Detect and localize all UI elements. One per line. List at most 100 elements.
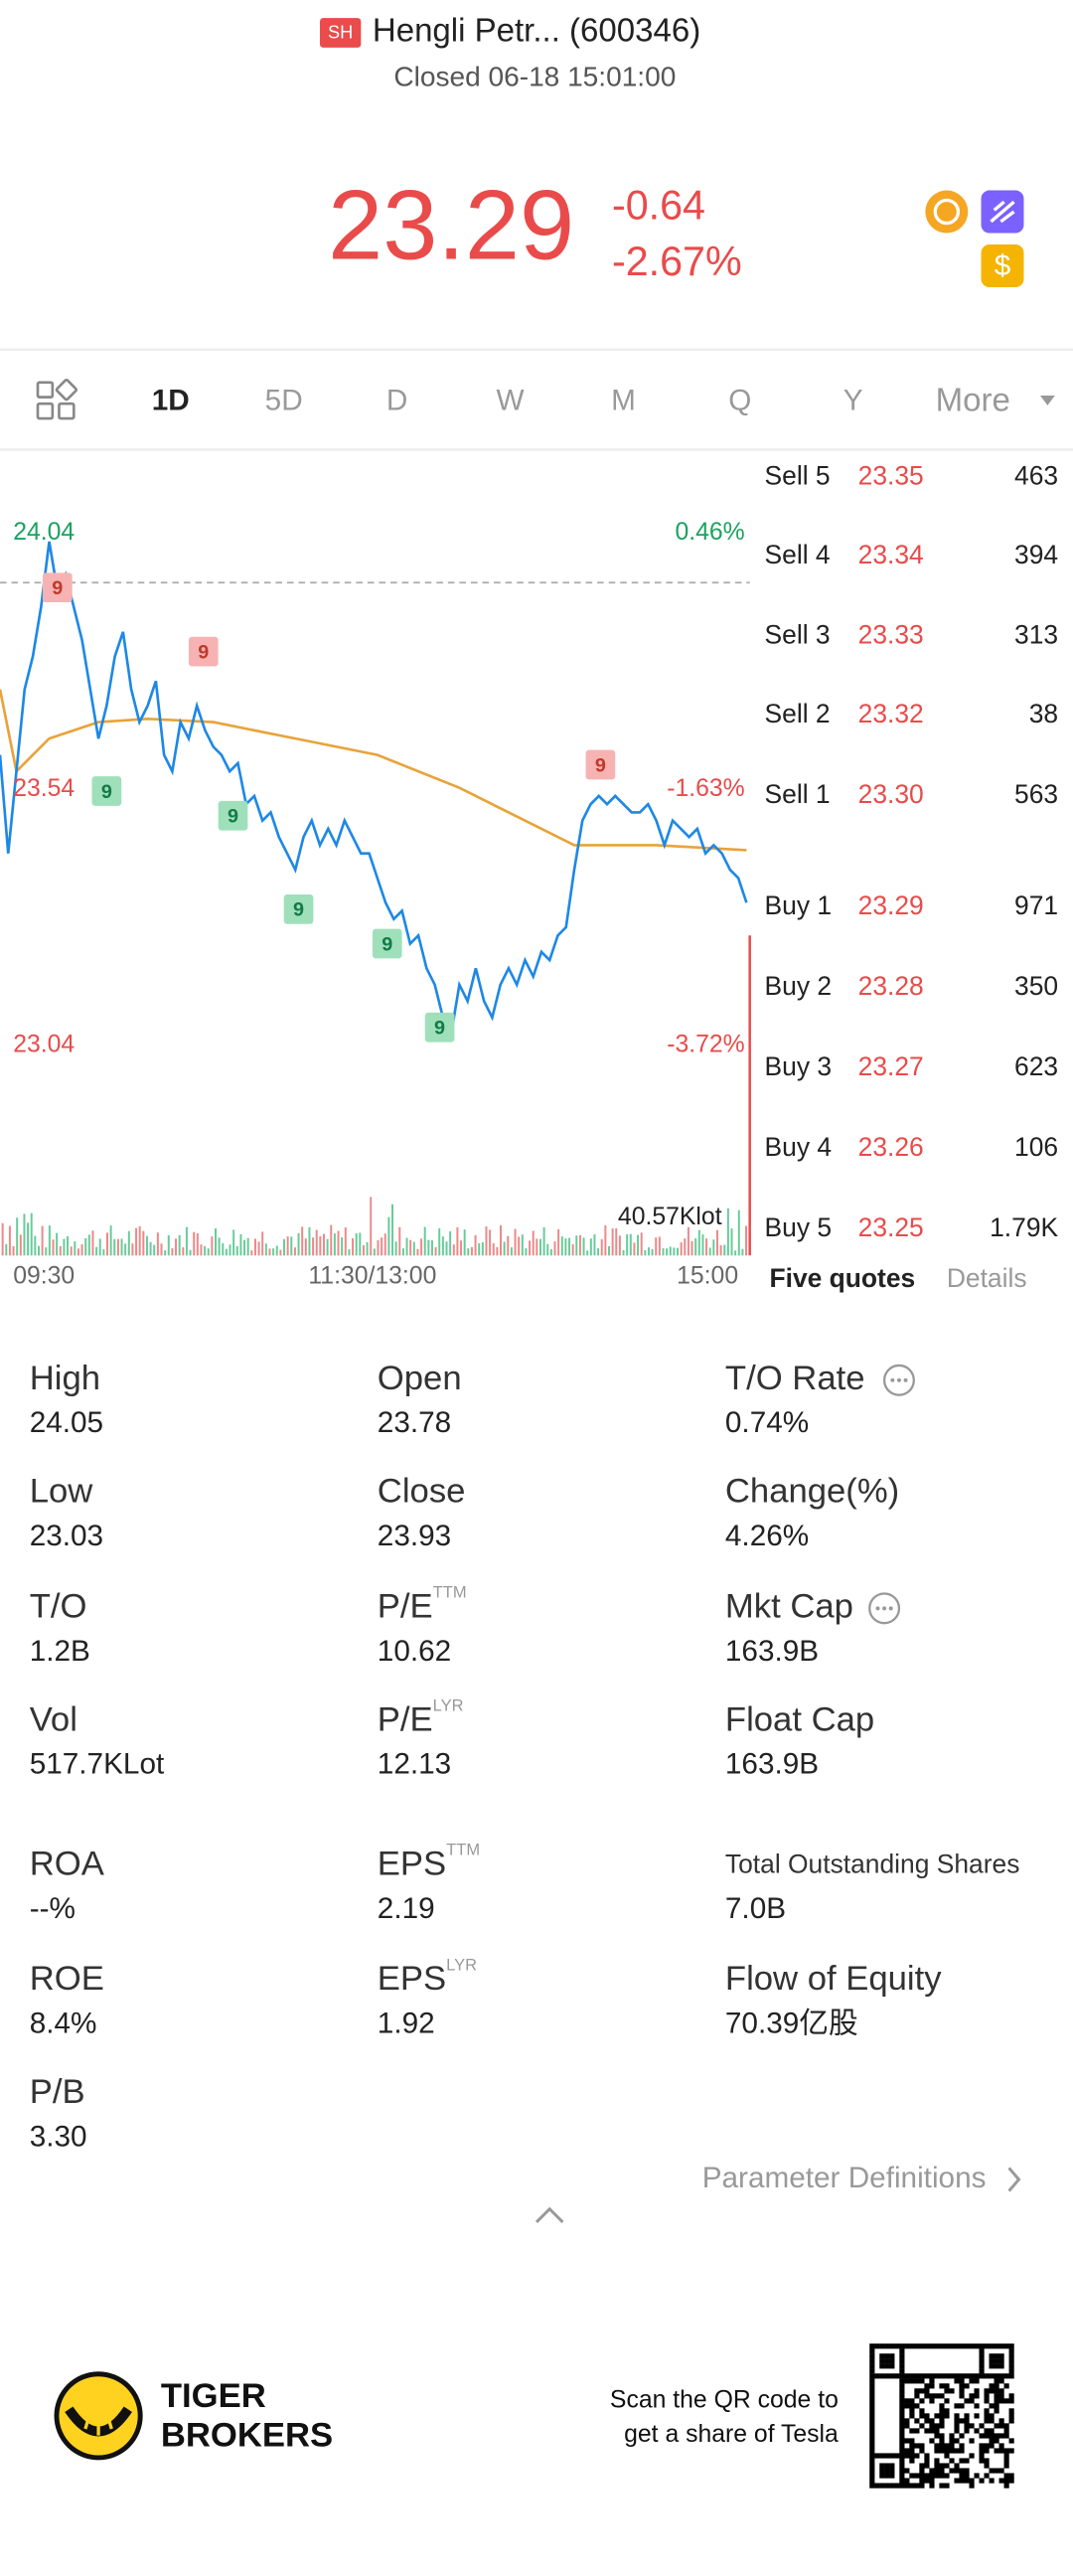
- volume-bar: [373, 1248, 376, 1256]
- qr-module: [934, 2343, 940, 2349]
- book-volume: 38: [1029, 699, 1058, 728]
- qr-module: [869, 2433, 875, 2439]
- volume-bar: [597, 1248, 600, 1256]
- stat-label-text: EPS: [378, 1846, 446, 1883]
- icon-margin[interactable]: [925, 190, 969, 234]
- qr-module: [869, 2473, 875, 2479]
- qr-module: [899, 2453, 905, 2459]
- stat-label: Change(%): [725, 1473, 899, 1511]
- volume-bar: [644, 1249, 647, 1256]
- period-tab[interactable]: Y: [843, 384, 863, 416]
- qr-module: [904, 2478, 910, 2484]
- qr-module: [914, 2388, 920, 2394]
- qr-module: [984, 2458, 990, 2464]
- qr-module: [889, 2473, 895, 2479]
- volume-bar: [16, 1217, 19, 1256]
- icon-dividend-label: $: [995, 249, 1011, 282]
- volume-bar: [41, 1225, 44, 1256]
- qr-module: [899, 2393, 905, 2399]
- qr-module: [904, 2373, 910, 2379]
- volume-bar: [120, 1238, 123, 1256]
- book-price: 23.27: [858, 1051, 924, 1081]
- qr-module: [919, 2388, 925, 2394]
- market-status: Closed 06-18 15:01:00: [393, 62, 676, 92]
- qr-module: [894, 2453, 900, 2459]
- qr-module: [994, 2403, 999, 2409]
- volume-bar: [91, 1230, 94, 1256]
- qr-module: [949, 2458, 955, 2464]
- qr-module: [899, 2438, 905, 2444]
- qr-module: [939, 2403, 945, 2409]
- period-tab[interactable]: More: [936, 381, 1010, 417]
- volume-bar: [715, 1229, 718, 1256]
- book-tab[interactable]: Five quotes: [769, 1263, 915, 1293]
- period-tab[interactable]: W: [497, 384, 525, 416]
- signal-label: 9: [228, 806, 238, 828]
- qr-module: [974, 2403, 980, 2409]
- qr-module: [1003, 2398, 1009, 2404]
- signal-label: 9: [198, 641, 209, 663]
- collapse-button[interactable]: [535, 2206, 564, 2224]
- volume-bar: [341, 1237, 344, 1256]
- stat-label: ROA: [30, 1846, 105, 1883]
- qr-module: [974, 2378, 980, 2384]
- book-side: Buy 5: [765, 1212, 833, 1242]
- volume-bar: [604, 1224, 607, 1256]
- volume-bar: [503, 1241, 506, 1256]
- volume-bar: [243, 1239, 246, 1256]
- qr-module: [939, 2468, 945, 2474]
- qr-module: [969, 2483, 975, 2489]
- qr-module: [989, 2433, 995, 2439]
- qr-module: [959, 2473, 965, 2479]
- qr-module: [998, 2358, 1004, 2364]
- qr-module: [914, 2473, 920, 2479]
- qr-module: [929, 2393, 935, 2399]
- layout-icon[interactable]: [36, 379, 78, 420]
- qr-module: [998, 2378, 1004, 2384]
- qr-module: [879, 2363, 885, 2369]
- qr-module: [889, 2373, 895, 2379]
- volume-bar: [568, 1237, 571, 1256]
- qr-module: [1003, 2483, 1009, 2489]
- qr-code: [869, 2343, 1014, 2489]
- qr-module: [949, 2343, 955, 2349]
- period-tab[interactable]: Q: [728, 384, 751, 416]
- chart-label: 24.04: [13, 519, 75, 546]
- parameter-link[interactable]: Parameter Definitions: [702, 2162, 987, 2194]
- qr-module: [929, 2468, 935, 2474]
- volume-bar: [394, 1241, 397, 1256]
- qr-module: [944, 2463, 950, 2469]
- qr-module: [914, 2393, 920, 2399]
- period-tab[interactable]: 5D: [265, 384, 303, 416]
- qr-module: [969, 2398, 975, 2404]
- qr-module: [949, 2433, 955, 2439]
- icon-dividend[interactable]: [981, 244, 1024, 287]
- qr-module: [954, 2413, 960, 2419]
- qr-module: [939, 2473, 945, 2479]
- period-tab[interactable]: D: [386, 384, 407, 416]
- qr-module: [869, 2393, 875, 2399]
- volume-bar: [56, 1232, 59, 1256]
- volume-bar: [500, 1224, 502, 1256]
- volume-bar: [575, 1235, 578, 1256]
- book-tab[interactable]: Details: [947, 1263, 1027, 1293]
- qr-module: [1003, 2383, 1009, 2389]
- qr-module: [904, 2448, 910, 2454]
- stat-label: Vol: [30, 1700, 77, 1738]
- book-side: Sell 5: [765, 461, 831, 491]
- qr-module: [879, 2343, 885, 2349]
- volume-bar: [264, 1243, 267, 1256]
- volume-bar: [669, 1246, 672, 1256]
- qr-module: [914, 2343, 920, 2349]
- qr-module: [929, 2473, 935, 2479]
- volume-bar: [362, 1245, 365, 1256]
- qr-module: [914, 2453, 920, 2459]
- period-tab[interactable]: 1D: [152, 384, 190, 416]
- qr-module: [924, 2413, 930, 2419]
- qr-module: [959, 2403, 965, 2409]
- stat-value: 12.13: [378, 1748, 451, 1781]
- qr-module: [944, 2443, 950, 2449]
- qr-module: [919, 2408, 925, 2414]
- qr-module: [914, 2378, 920, 2384]
- period-tab[interactable]: M: [611, 384, 636, 416]
